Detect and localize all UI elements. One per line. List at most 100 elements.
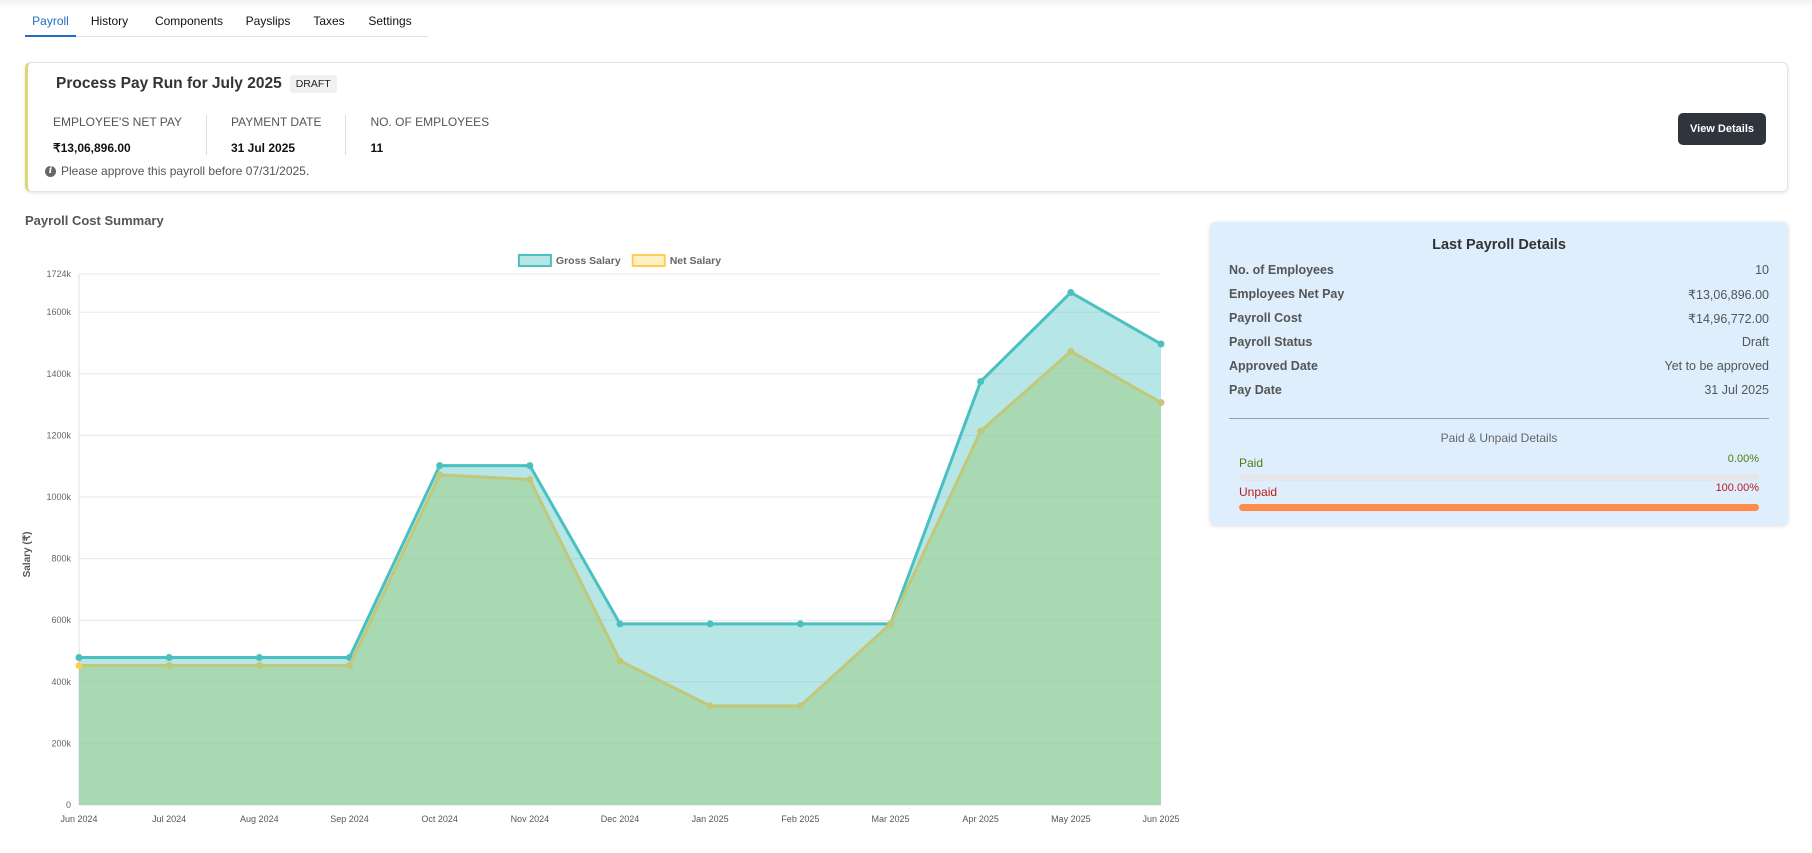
approval-note-text: Please approve this payroll before 07/31… bbox=[61, 164, 310, 178]
x-tick-label: May 2025 bbox=[1051, 814, 1091, 824]
x-tick-label: Jun 2024 bbox=[60, 814, 97, 824]
data-point bbox=[255, 653, 263, 661]
data-point bbox=[1067, 347, 1075, 355]
tab-payslips[interactable]: Payslips bbox=[245, 14, 291, 28]
approval-note: i Please approve this payroll before 07/… bbox=[45, 164, 309, 178]
data-point bbox=[165, 653, 173, 661]
data-point bbox=[887, 620, 894, 628]
legend-swatch bbox=[631, 254, 666, 267]
detail-value: ₹14,96,772.00 bbox=[1688, 312, 1769, 326]
unpaid-row: Unpaid 100.00% bbox=[1239, 482, 1759, 499]
data-point bbox=[526, 462, 534, 470]
data-point bbox=[706, 702, 714, 710]
pay-run-stats: EMPLOYEE'S NET PAY ₹13,06,896.00 PAYMENT… bbox=[53, 115, 513, 155]
last-payroll-panel: Last Payroll Details No. of Employees 10 E… bbox=[1210, 222, 1788, 525]
employees-stat: NO. OF EMPLOYEES 11 bbox=[345, 115, 513, 155]
detail-label: Pay Date bbox=[1229, 383, 1282, 397]
legend-label: Net Salary bbox=[670, 255, 722, 267]
detail-value: ₹13,06,896.00 bbox=[1688, 288, 1769, 302]
x-tick-label: Aug 2024 bbox=[240, 814, 279, 824]
payroll-cost-chart: 0 200k 400k 600k 800k 1000k 1200k 1400k 1600k 172… bbox=[22, 254, 1180, 824]
data-point bbox=[616, 620, 624, 628]
data-point bbox=[75, 653, 83, 661]
payment-date-value: 31 Jul 2025 bbox=[231, 141, 296, 155]
tab-bar: Payroll History Components Payslips Taxe… bbox=[25, 8, 428, 37]
detail-row: No. of Employees 10 bbox=[1229, 263, 1769, 277]
tab-history[interactable]: History bbox=[90, 14, 129, 28]
x-tick-label: Nov 2024 bbox=[511, 814, 550, 824]
x-tick-label: Sep 2024 bbox=[330, 814, 369, 824]
data-point bbox=[255, 661, 263, 669]
data-point bbox=[526, 475, 534, 483]
top-shadow bbox=[0, 0, 1812, 8]
detail-row: Approved Date Yet to be approved bbox=[1229, 359, 1769, 373]
section-title: Payroll Cost Summary bbox=[25, 213, 164, 228]
detail-label: Payroll Status bbox=[1229, 335, 1313, 349]
data-point bbox=[796, 702, 804, 710]
y-tick-label: 1400k bbox=[46, 369, 71, 379]
detail-label: Approved Date bbox=[1229, 359, 1318, 373]
detail-row: Payroll Cost ₹14,96,772.00 bbox=[1229, 311, 1769, 326]
y-axis-label: Salary (₹) bbox=[22, 532, 33, 578]
detail-row: Employees Net Pay ₹13,06,896.00 bbox=[1229, 287, 1769, 302]
detail-label: Payroll Cost bbox=[1229, 311, 1302, 325]
panel-title: Last Payroll Details bbox=[1432, 237, 1566, 253]
data-point bbox=[616, 657, 624, 665]
area-net-salary bbox=[79, 351, 1161, 805]
y-tick-label: 1600k bbox=[46, 307, 71, 317]
y-tick-label: 1724k bbox=[46, 269, 71, 279]
y-tick-label: 1000k bbox=[46, 492, 71, 502]
unpaid-progress-fill bbox=[1239, 504, 1759, 511]
tab-taxes[interactable]: Taxes bbox=[313, 14, 345, 28]
data-point bbox=[1157, 340, 1165, 348]
employees-value: 11 bbox=[370, 141, 384, 155]
y-tick-label: 0 bbox=[66, 800, 71, 810]
y-tick-label: 200k bbox=[51, 738, 71, 748]
paid-unpaid-title: Paid & Unpaid Details bbox=[1440, 431, 1558, 445]
pay-run-header: Process Pay Run for July 2025 DRAFT bbox=[56, 75, 337, 93]
net-pay-stat: EMPLOYEE'S NET PAY ₹13,06,896.00 bbox=[53, 115, 206, 155]
x-tick-label: Feb 2025 bbox=[781, 814, 819, 824]
data-point bbox=[346, 661, 353, 669]
data-point bbox=[706, 620, 714, 628]
legend-label: Gross Salary bbox=[556, 255, 621, 267]
y-tick-label: 600k bbox=[51, 615, 71, 625]
legend-swatch bbox=[517, 254, 552, 267]
paid-progress-bar bbox=[1239, 474, 1759, 481]
x-tick-label: Apr 2025 bbox=[962, 814, 999, 824]
data-point bbox=[436, 471, 444, 479]
data-point bbox=[977, 427, 985, 435]
detail-value: 31 Jul 2025 bbox=[1704, 383, 1769, 397]
payment-date-stat: PAYMENT DATE 31 Jul 2025 bbox=[206, 115, 345, 155]
net-pay-value: ₹13,06,896.00 bbox=[53, 141, 131, 155]
detail-label: Employees Net Pay bbox=[1229, 287, 1345, 301]
tab-components[interactable]: Components bbox=[154, 14, 224, 28]
tab-payroll[interactable]: Payroll bbox=[25, 8, 76, 37]
status-badge: DRAFT bbox=[289, 75, 337, 93]
data-point bbox=[436, 462, 444, 470]
detail-row: Payroll Status Draft bbox=[1229, 335, 1769, 349]
data-point bbox=[75, 661, 83, 669]
info-icon: i bbox=[45, 165, 56, 177]
net-pay-label: EMPLOYEE'S NET PAY bbox=[53, 115, 182, 129]
unpaid-progress-bar bbox=[1239, 504, 1759, 511]
x-tick-label: Oct 2024 bbox=[421, 814, 458, 824]
unpaid-label: Unpaid bbox=[1239, 485, 1278, 499]
paid-percent: 0.00% bbox=[1727, 453, 1759, 465]
pay-run-title: Process Pay Run for July 2025 bbox=[56, 75, 282, 92]
y-tick-label: 400k bbox=[51, 677, 71, 687]
employees-label: NO. OF EMPLOYEES bbox=[370, 115, 490, 129]
detail-label: No. of Employees bbox=[1229, 263, 1334, 277]
data-point bbox=[1067, 288, 1075, 296]
tab-settings[interactable]: Settings bbox=[368, 14, 412, 28]
detail-value: Draft bbox=[1741, 335, 1769, 349]
view-details-button[interactable]: View Details bbox=[1678, 113, 1766, 145]
divider bbox=[1229, 418, 1769, 419]
detail-value: Yet to be approved bbox=[1664, 359, 1770, 373]
data-point bbox=[977, 377, 985, 385]
pay-run-card: Process Pay Run for July 2025 DRAFT EMPL… bbox=[25, 62, 1788, 192]
y-tick-label: 800k bbox=[51, 554, 71, 564]
paid-row: Paid 0.00% bbox=[1239, 453, 1759, 470]
paid-label: Paid bbox=[1239, 456, 1264, 470]
detail-value: 10 bbox=[1755, 263, 1769, 277]
